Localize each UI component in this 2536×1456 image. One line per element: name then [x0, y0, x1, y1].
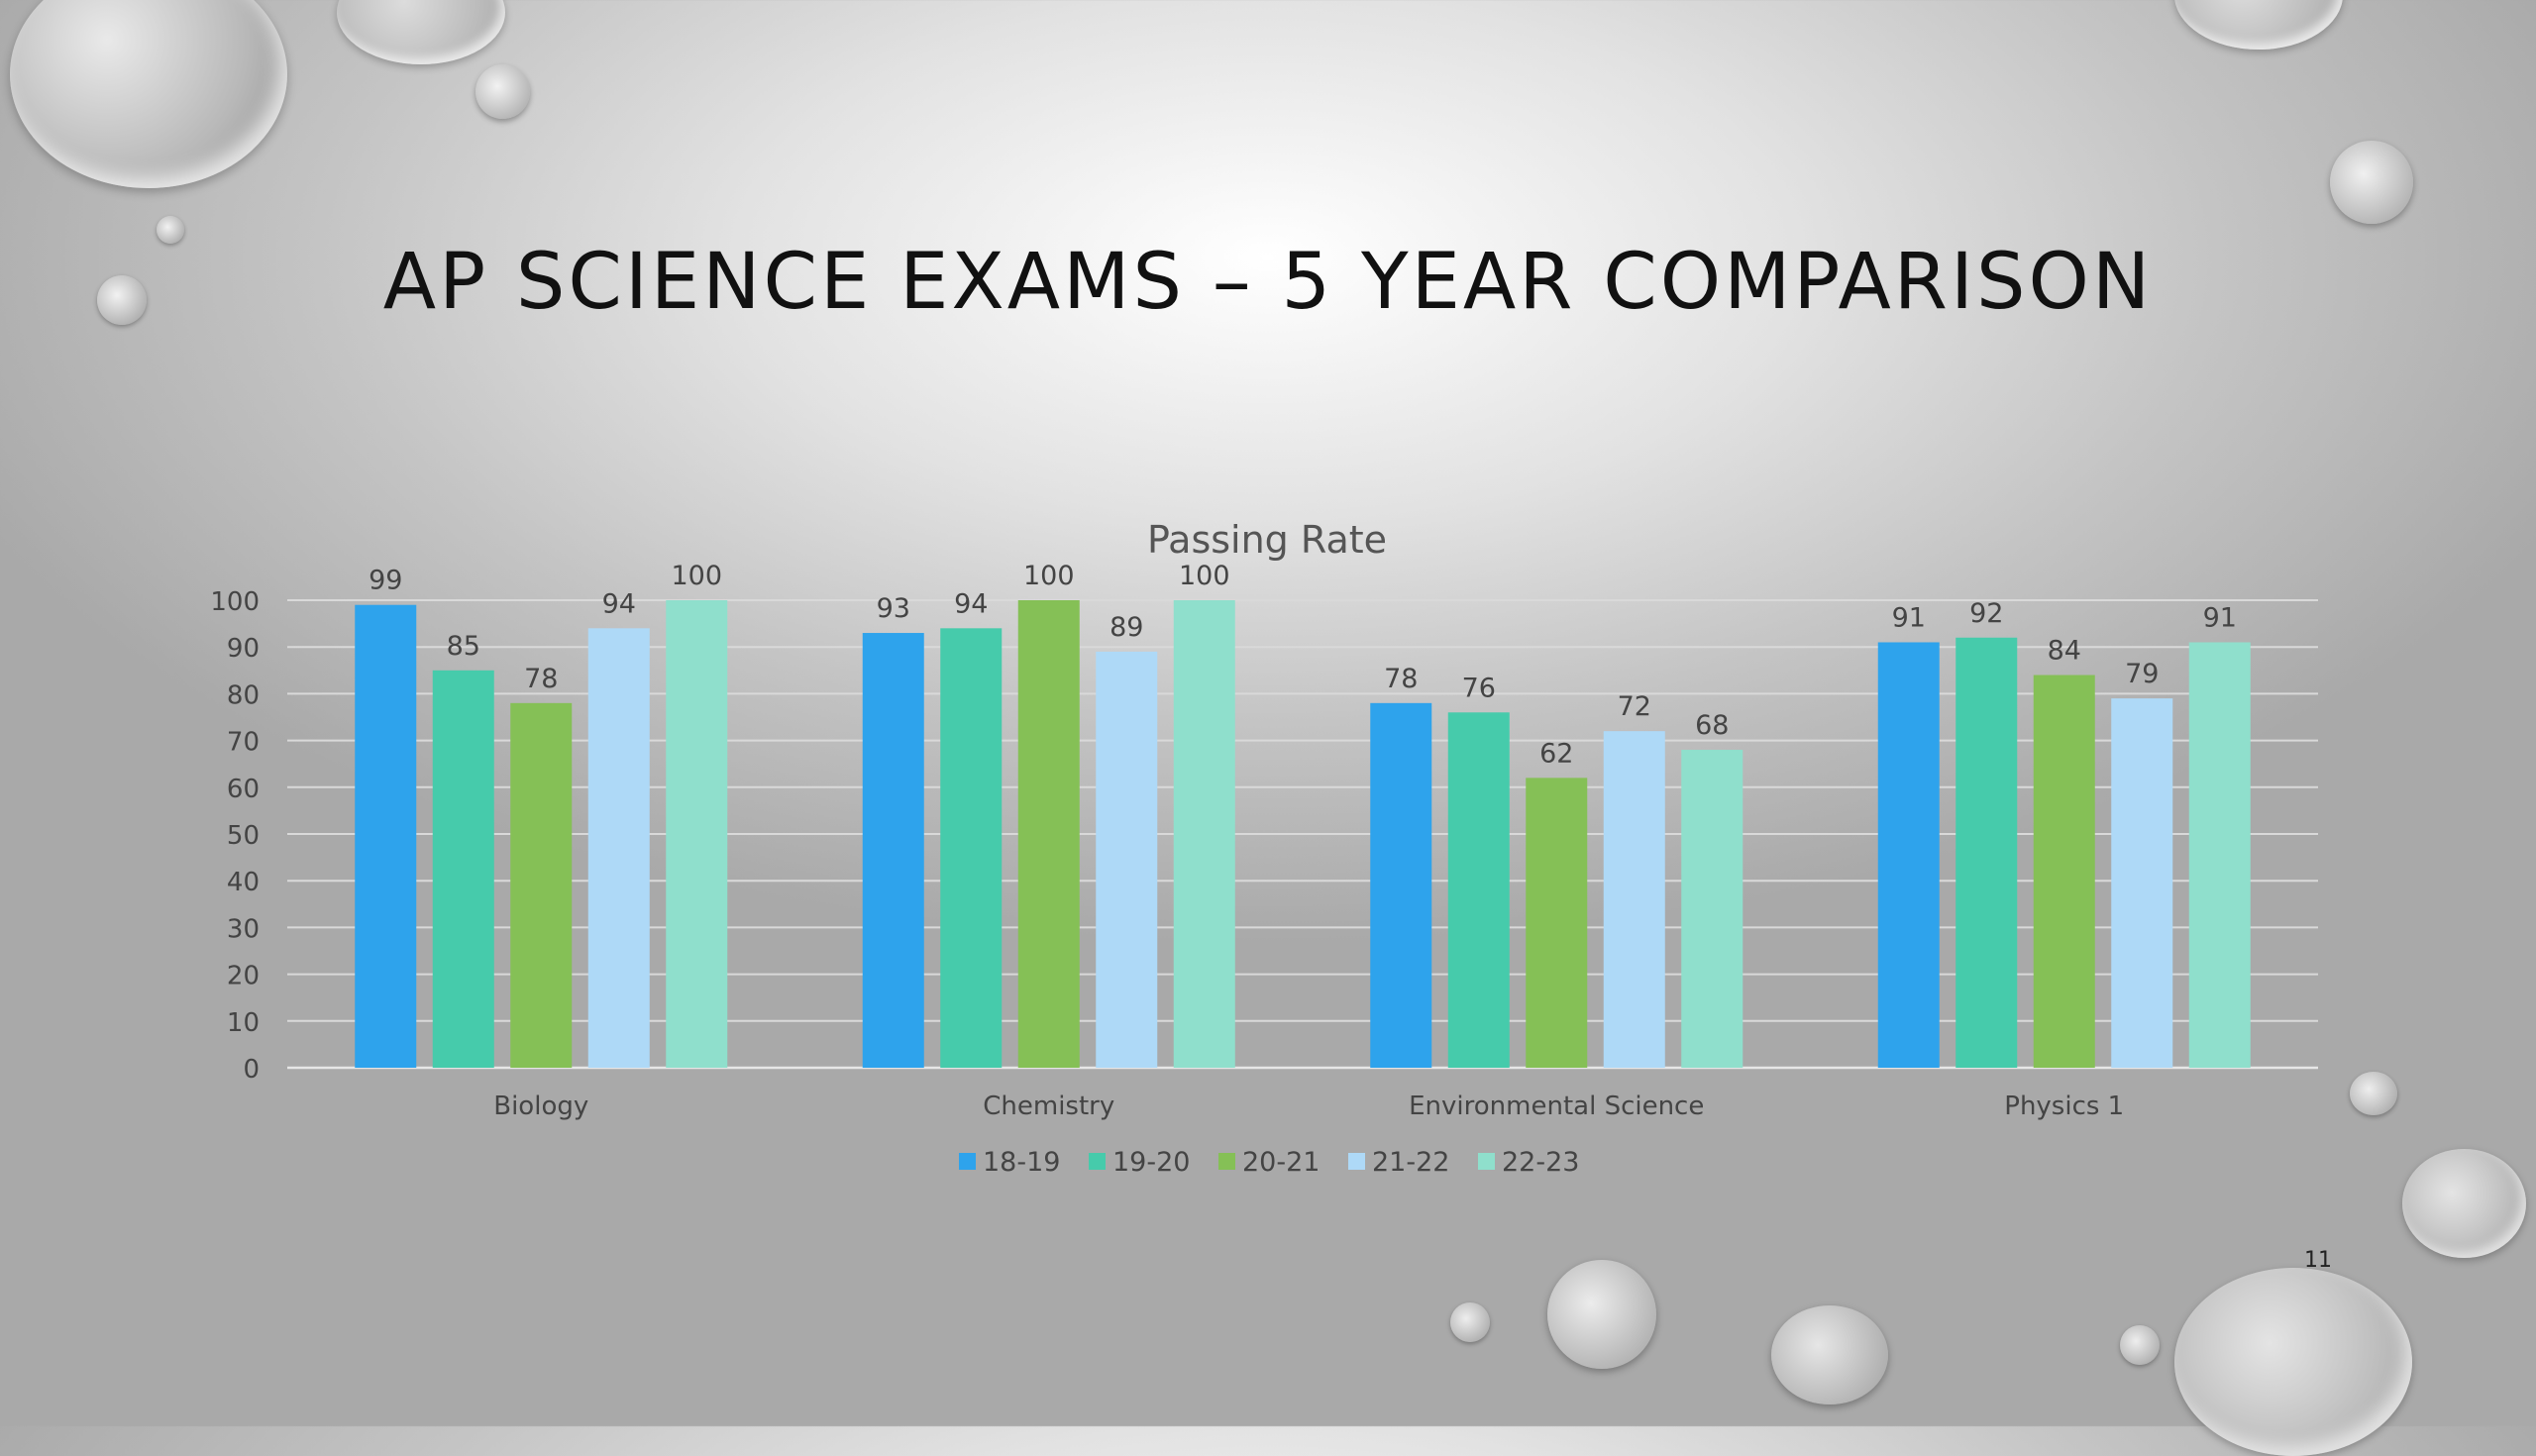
legend-label: 19-20 [1112, 1147, 1190, 1178]
y-tick-label: 70 [227, 728, 260, 758]
water-droplet-decoration [2402, 1149, 2526, 1258]
data-label: 94 [954, 588, 988, 619]
water-droplet-decoration [476, 64, 530, 119]
y-tick-label: 10 [227, 1008, 260, 1038]
bar [510, 702, 573, 1068]
water-droplet-decoration [1771, 1305, 1888, 1404]
y-tick-label: 20 [227, 962, 260, 991]
x-tick-label: Chemistry [983, 1092, 1114, 1121]
water-droplet-decoration [2330, 141, 2413, 224]
x-axis: Biology Chemistry Environmental Science Phy… [493, 1092, 2124, 1121]
bar [2033, 675, 2095, 1068]
legend-label: 18-19 [983, 1147, 1060, 1178]
chart-data-labels: 99 85 78 94 100 93 94 100 89 100 78 76 62 72 68 91 92 84 7… [369, 561, 2237, 769]
water-droplet-decoration [157, 216, 184, 244]
data-label: 68 [1695, 710, 1729, 741]
y-tick-label: 90 [227, 634, 260, 664]
legend-swatch [1348, 1153, 1365, 1170]
data-label: 78 [1384, 664, 1418, 694]
chart-title: Passing Rate [1147, 518, 1387, 562]
water-droplet-decoration [1547, 1260, 1656, 1369]
legend-label: 20-21 [1242, 1147, 1320, 1178]
data-label: 100 [671, 561, 722, 591]
data-label: 76 [1462, 673, 1496, 703]
legend-label: 21-22 [1372, 1147, 1449, 1178]
y-tick-label: 40 [227, 868, 260, 897]
bar [2188, 642, 2251, 1068]
data-label: 94 [602, 588, 636, 619]
y-tick-label: 100 [210, 587, 260, 617]
water-droplet-decoration [2174, 1268, 2412, 1456]
bar [587, 628, 650, 1068]
y-tick-label: 80 [227, 680, 260, 710]
chart-bars [355, 600, 2251, 1068]
data-label: 99 [369, 566, 402, 596]
x-tick-label: Biology [493, 1092, 588, 1121]
bar [1877, 642, 1940, 1068]
bar [940, 628, 1003, 1068]
bar-chart: Passing Rate 0 10 20 30 40 50 60 70 80 90 100 99 85… [210, 518, 2318, 1178]
y-axis: 0 10 20 30 40 50 60 70 80 90 100 [210, 587, 260, 1085]
legend-swatch [1089, 1153, 1106, 1170]
legend-swatch [1478, 1153, 1495, 1170]
bar [1526, 778, 1588, 1068]
data-label: 72 [1618, 691, 1651, 722]
bar [1370, 702, 1432, 1068]
data-label: 62 [1539, 738, 1573, 769]
slide: AP SCIENCE EXAMS – 5 YEAR COMPARISON Pas… [10, 0, 2526, 1456]
slide-title: AP SCIENCE EXAMS – 5 YEAR COMPARISON [382, 238, 2154, 327]
bar [1096, 651, 1158, 1068]
bar [1447, 712, 1510, 1068]
data-label: 89 [1110, 612, 1143, 643]
bar [862, 633, 924, 1068]
bar [666, 600, 728, 1068]
water-droplet-decoration [2350, 1072, 2397, 1115]
data-label: 91 [1892, 602, 1926, 633]
data-label: 100 [1023, 561, 1075, 591]
bar [1955, 637, 2018, 1068]
data-label: 84 [2048, 636, 2081, 667]
water-droplet-decoration [97, 275, 147, 325]
legend-label: 22-23 [1502, 1147, 1579, 1178]
data-label: 100 [1179, 561, 1230, 591]
y-tick-label: 60 [227, 775, 260, 804]
chart-legend: 18-19 19-20 20-21 21-22 22-23 [959, 1147, 1579, 1178]
data-label: 85 [447, 631, 480, 662]
y-tick-label: 50 [227, 821, 260, 851]
data-label: 79 [2125, 659, 2159, 689]
bar [2111, 698, 2173, 1068]
x-tick-label: Physics 1 [2004, 1092, 2124, 1121]
data-label: 92 [1969, 598, 2003, 629]
bar [1173, 600, 1235, 1068]
bar [355, 604, 417, 1068]
y-tick-label: 30 [227, 914, 260, 944]
page-number: 11 [2304, 1248, 2332, 1273]
water-droplet-decoration [10, 0, 287, 188]
data-label: 91 [2203, 602, 2237, 633]
water-droplet-decoration [1450, 1302, 1490, 1342]
legend-swatch [1218, 1153, 1235, 1170]
data-label: 78 [524, 664, 558, 694]
data-label: 93 [877, 593, 910, 624]
bar [1681, 750, 1744, 1068]
legend-swatch [959, 1153, 976, 1170]
x-tick-label: Environmental Science [1409, 1092, 1704, 1121]
water-droplet-decoration [2120, 1325, 2160, 1365]
bar [1603, 731, 1665, 1068]
bar [1017, 600, 1080, 1068]
bar [432, 670, 494, 1068]
y-tick-label: 0 [243, 1055, 260, 1085]
